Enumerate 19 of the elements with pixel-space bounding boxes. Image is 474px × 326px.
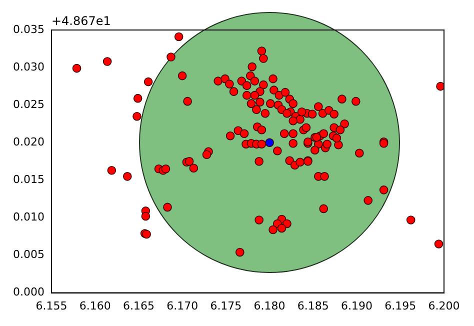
x-tick-label: 6.175	[210, 299, 242, 312]
x-tick-label: 6.170	[166, 299, 198, 312]
y-tick-label: 0.030	[12, 60, 44, 74]
x-tick-label: 6.190	[341, 299, 373, 312]
x-tick-label: 6.200	[428, 299, 460, 312]
x-tick-label: 6.165	[122, 299, 154, 312]
x-tick-label: 6.160	[79, 299, 111, 312]
x-tick-label: 6.155	[36, 299, 68, 312]
x-tick-label: 6.180	[254, 299, 286, 312]
y-tick-label: 0.035	[12, 22, 44, 36]
y-tick-label: 0.005	[12, 248, 44, 262]
y-tick-label: 0.000	[12, 286, 44, 299]
x-tick-label: 6.195	[384, 299, 416, 312]
x-tick-label: 6.185	[297, 299, 329, 312]
y-tick-label: 0.020	[12, 135, 44, 148]
y-tick-label: 0.025	[12, 98, 44, 111]
y-tick-label: 0.015	[12, 173, 44, 186]
text: +4.867e1	[51, 14, 111, 28]
y-tick-label: 0.010	[12, 210, 44, 224]
